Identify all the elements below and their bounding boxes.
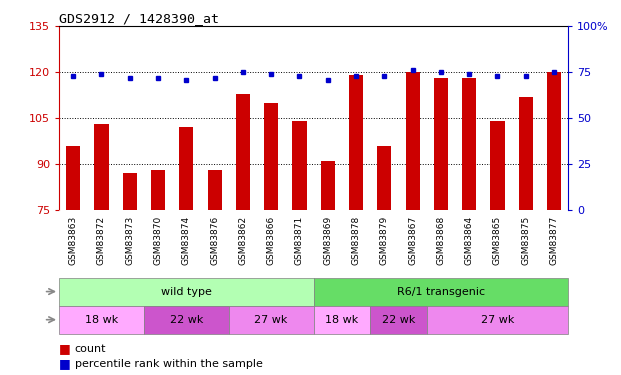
Bar [59, 278, 314, 306]
Bar [314, 278, 568, 306]
Bar [264, 103, 278, 210]
Bar [434, 78, 448, 210]
Text: GDS2912 / 1428390_at: GDS2912 / 1428390_at [59, 12, 219, 25]
Text: GSM83867: GSM83867 [408, 215, 417, 265]
Bar [320, 161, 335, 210]
Text: GSM83872: GSM83872 [97, 215, 106, 264]
Bar [314, 306, 370, 334]
Bar [229, 306, 314, 334]
Text: GSM83877: GSM83877 [550, 215, 558, 265]
Bar [292, 121, 307, 210]
Text: 22 wk: 22 wk [170, 315, 203, 325]
Text: GSM83876: GSM83876 [210, 215, 219, 265]
Text: GSM83865: GSM83865 [493, 215, 502, 265]
Bar [151, 170, 165, 210]
Text: GSM83871: GSM83871 [295, 215, 304, 265]
Text: GSM83874: GSM83874 [182, 215, 191, 264]
Bar [94, 124, 109, 210]
Text: GSM83875: GSM83875 [521, 215, 530, 265]
Text: GSM83862: GSM83862 [238, 215, 247, 264]
Text: GSM83868: GSM83868 [437, 215, 445, 265]
Text: R6/1 transgenic: R6/1 transgenic [397, 286, 485, 297]
Text: 22 wk: 22 wk [382, 315, 415, 325]
Bar [144, 306, 229, 334]
Text: GSM83879: GSM83879 [380, 215, 389, 265]
Bar [59, 306, 144, 334]
Text: GSM83866: GSM83866 [266, 215, 276, 265]
Bar [462, 78, 476, 210]
Bar [370, 306, 427, 334]
Bar [123, 173, 137, 210]
Text: ■: ■ [59, 342, 71, 355]
Bar [547, 72, 561, 210]
Text: 18 wk: 18 wk [325, 315, 358, 325]
Text: GSM83870: GSM83870 [153, 215, 163, 265]
Bar [66, 146, 80, 210]
Text: 27 wk: 27 wk [255, 315, 288, 325]
Text: percentile rank within the sample: percentile rank within the sample [75, 359, 263, 369]
Bar [236, 94, 250, 210]
Text: 18 wk: 18 wk [85, 315, 118, 325]
Text: GSM83863: GSM83863 [69, 215, 78, 265]
Text: GSM83878: GSM83878 [351, 215, 361, 265]
Bar [378, 146, 391, 210]
Text: ■: ■ [59, 357, 71, 370]
Bar [519, 97, 533, 210]
Bar [179, 128, 193, 210]
Text: GSM83864: GSM83864 [465, 215, 474, 264]
Bar [406, 72, 420, 210]
Bar [349, 75, 363, 210]
Text: GSM83869: GSM83869 [324, 215, 332, 265]
Bar [207, 170, 222, 210]
Bar [427, 306, 568, 334]
Text: GSM83873: GSM83873 [125, 215, 134, 265]
Text: wild type: wild type [161, 286, 212, 297]
Text: 27 wk: 27 wk [481, 315, 514, 325]
Bar [491, 121, 504, 210]
Text: count: count [75, 344, 106, 354]
